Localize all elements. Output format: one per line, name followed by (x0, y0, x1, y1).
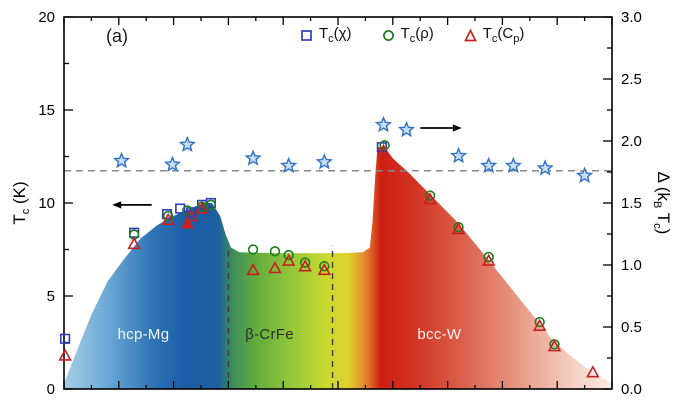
legend-item-chi: Tc(χ) (300, 25, 352, 45)
region-label-beta-crfe: β-CrFe (245, 326, 294, 343)
left-tick-labels: 0 5 10 15 20 (38, 9, 55, 398)
svg-text:2.0: 2.0 (621, 133, 642, 150)
y-axis-title-left: Tc (K) (9, 181, 33, 225)
series-star (112, 115, 594, 184)
annotation-arrow-right (420, 124, 462, 132)
legend-label-rho: Tc(ρ) (400, 25, 434, 45)
phase-dome-fill (64, 147, 612, 389)
circle-marker-icon (382, 29, 395, 42)
svg-text:3.0: 3.0 (621, 9, 642, 26)
square-marker-icon (300, 29, 313, 42)
svg-text:1.5: 1.5 (621, 195, 642, 212)
annotation-arrow-left (112, 201, 152, 209)
series-triangle-filled (180, 216, 194, 229)
legend-item-rho: Tc(ρ) (382, 25, 434, 45)
svg-text:0.5: 0.5 (621, 319, 642, 336)
svg-text:5: 5 (47, 288, 55, 305)
axis-ticks (63, 16, 613, 390)
y-axis-title-right: Δ (kB Tc) (650, 171, 674, 235)
svg-text:0: 0 (47, 381, 55, 398)
legend-item-cp: Tc(Cp) (463, 25, 525, 45)
legend: Tc(χ) Tc(ρ) Tc(Cp) (300, 25, 524, 45)
svg-text:1.0: 1.0 (621, 257, 642, 274)
svg-text:15: 15 (38, 102, 55, 119)
legend-label-cp: Tc(Cp) (482, 25, 525, 45)
svg-text:2.5: 2.5 (621, 71, 642, 88)
region-label-hcp-mg: hcp-Mg (117, 326, 170, 343)
legend-label-chi: Tc(χ) (319, 25, 352, 45)
svg-text:0.0: 0.0 (621, 381, 642, 398)
svg-text:20: 20 (38, 9, 55, 26)
panel-label: (a) (106, 26, 128, 46)
svg-text:10: 10 (38, 195, 55, 212)
right-tick-labels: 0.0 0.5 1.0 1.5 2.0 2.5 3.0 (621, 9, 642, 398)
series-circle (128, 140, 560, 350)
series-triangle (58, 143, 600, 378)
triangle-marker-icon (463, 28, 477, 42)
region-label-bcc-w: bcc-W (417, 326, 462, 343)
